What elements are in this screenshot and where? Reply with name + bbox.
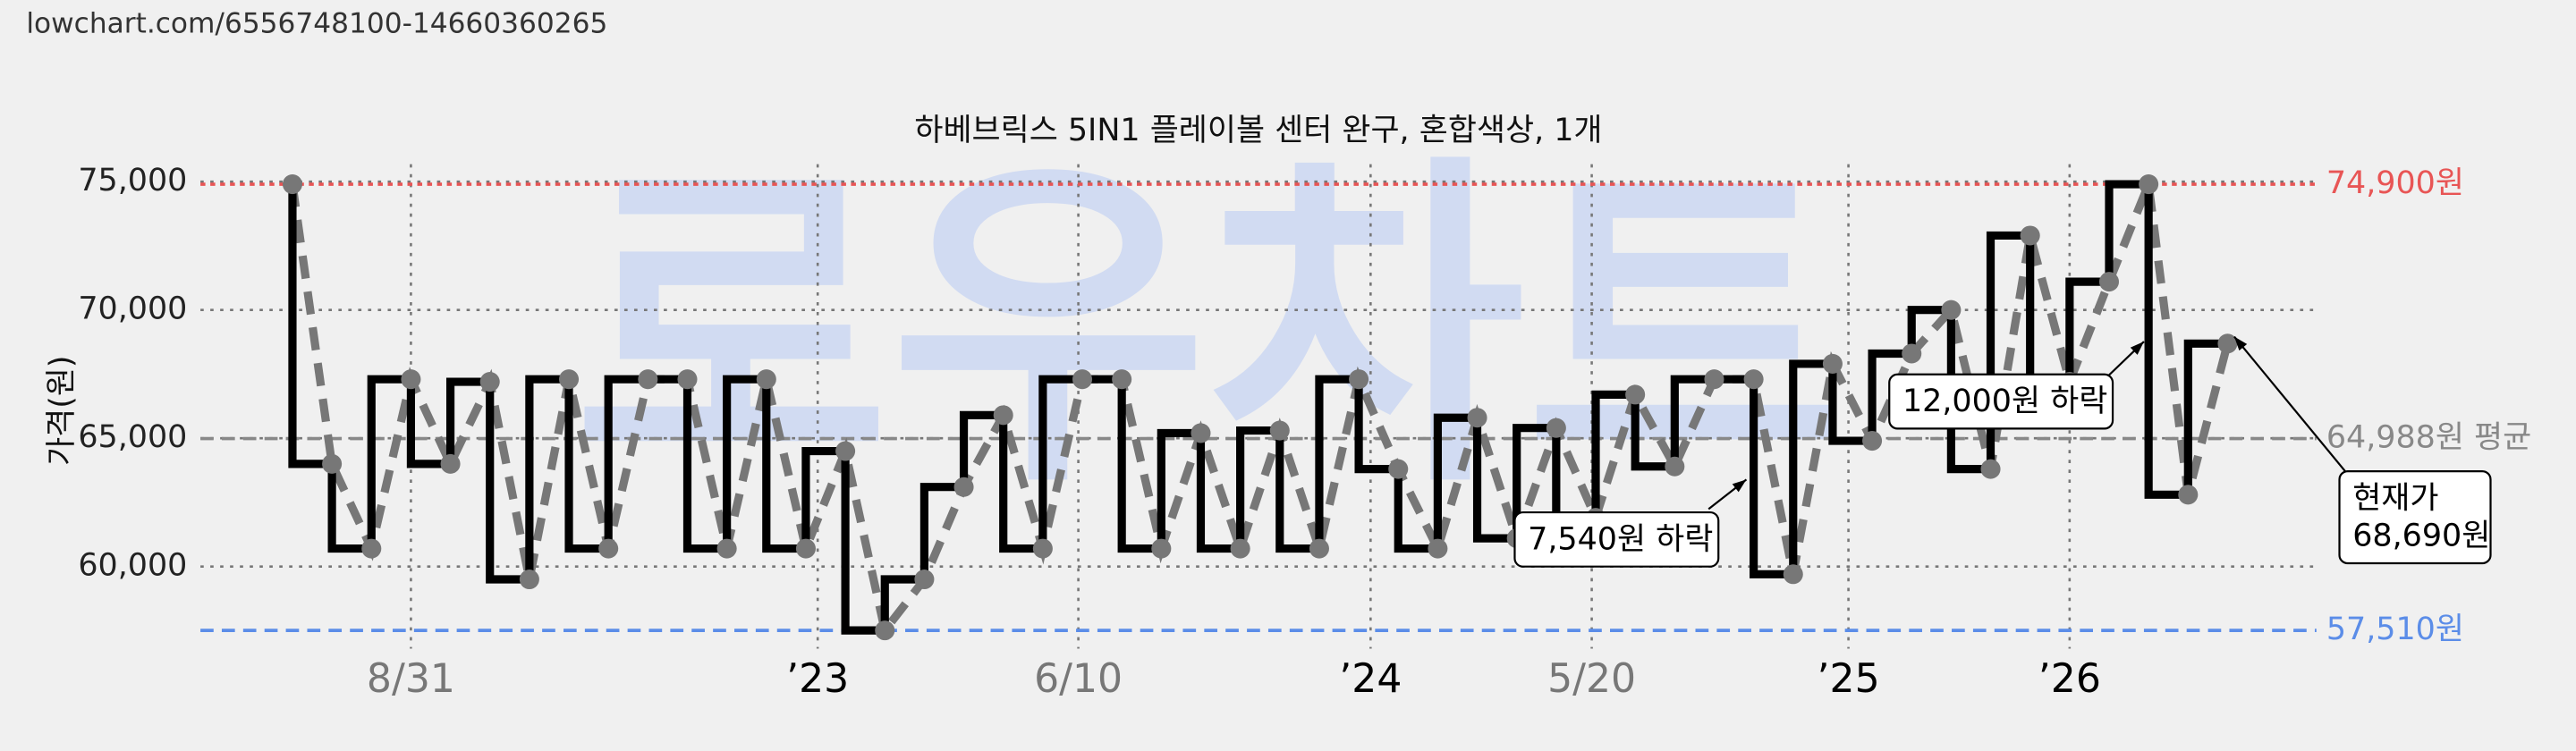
reference-label: 74,900원 <box>2326 165 2464 201</box>
price-point <box>638 369 658 390</box>
price-point <box>756 369 776 390</box>
x-tick-label: 6/10 <box>1034 656 1123 702</box>
price-point <box>993 405 1013 426</box>
price-point <box>1743 369 1764 390</box>
price-trend-line <box>288 168 2232 640</box>
price-point <box>795 538 816 559</box>
price-point <box>875 620 895 641</box>
price-point <box>2178 485 2199 505</box>
y-tick-label: 60,000 <box>78 548 187 584</box>
price-point <box>519 570 539 590</box>
price-point <box>1388 459 1409 479</box>
price-point <box>914 570 935 590</box>
y-axis-label: 가격(원) <box>44 355 80 465</box>
price-point <box>716 538 737 559</box>
price-point <box>1862 431 1883 451</box>
price-point <box>1467 408 1487 428</box>
annotation-arrow <box>2233 335 2351 477</box>
page-url: lowchart.com/6556748100-14660360265 <box>26 8 607 40</box>
x-tick-label: ’25 <box>1818 656 1880 702</box>
price-point <box>677 369 698 390</box>
price-point <box>1980 459 2001 479</box>
price-point <box>2217 333 2238 354</box>
price-point <box>322 453 343 474</box>
price-point <box>598 538 619 559</box>
price-point <box>2098 272 2120 292</box>
annotation-text: 현재가 <box>2352 480 2438 516</box>
reference-label: 57,510원 <box>2326 612 2464 647</box>
x-tick-label: ’23 <box>786 656 849 702</box>
price-point <box>1783 564 1803 585</box>
annotation-arrowhead <box>1732 479 1747 493</box>
price-point <box>1822 353 1843 374</box>
x-tick-label: ’26 <box>2038 656 2101 702</box>
price-point <box>361 538 382 559</box>
y-tick-label: 70,000 <box>78 291 187 327</box>
price-point <box>1704 369 1724 390</box>
price-point <box>953 477 974 497</box>
annotation-arrowhead <box>2130 342 2144 355</box>
annotation-box <box>2338 470 2492 565</box>
price-point <box>1665 456 1685 477</box>
price-point <box>1625 384 1646 405</box>
annotation-arrowhead <box>2233 336 2248 351</box>
annotation-text: 12,000원 하락 <box>1902 384 2107 419</box>
price-point <box>559 369 580 390</box>
price-point <box>1309 538 1329 559</box>
y-tick-label: 75,000 <box>78 163 187 198</box>
price-point <box>1269 420 1290 441</box>
reference-label: 64,988원 평균 <box>2326 420 2531 456</box>
annotation-box <box>1888 373 2114 430</box>
price-point <box>1902 343 1922 364</box>
x-tick-label: 5/20 <box>1547 656 1636 702</box>
annotation-box <box>1513 511 1720 568</box>
annotation-text: 68,690원 <box>2352 519 2490 554</box>
y-tick-label: 65,000 <box>78 419 187 455</box>
x-tick-label: 8/31 <box>367 656 455 702</box>
price-point <box>1112 369 1132 390</box>
price-point <box>1941 300 1962 320</box>
price-point <box>1191 423 1211 443</box>
price-point <box>835 441 856 461</box>
price-point <box>1230 538 1250 559</box>
price-point <box>479 372 500 392</box>
price-point <box>1151 538 1172 559</box>
chart-title: 하베브릭스 5IN1 플레이볼 센터 완구, 혼합색상, 1개 <box>914 113 1602 148</box>
price-point <box>1032 538 1053 559</box>
price-point <box>1072 369 1093 390</box>
price-point <box>1349 369 1369 390</box>
price-point <box>2020 225 2040 246</box>
annotation-text: 7,540원 하락 <box>1528 521 1713 557</box>
price-point <box>282 174 302 195</box>
price-point <box>2139 174 2159 195</box>
x-tick-label: ’24 <box>1339 656 1402 702</box>
price-point <box>440 453 461 474</box>
price-point <box>1546 418 1566 438</box>
price-point <box>1428 538 1448 559</box>
price-point <box>401 369 421 390</box>
